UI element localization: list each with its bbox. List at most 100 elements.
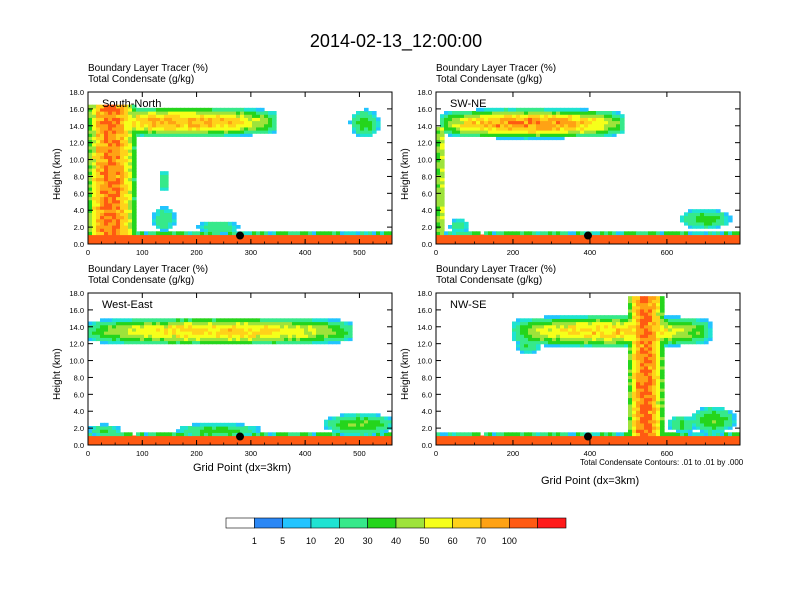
field-cell [272,237,277,242]
field-cell [468,231,473,236]
field-cell [452,228,457,232]
field-cell [92,193,97,198]
field-cell [232,117,237,122]
field-cell [188,340,193,345]
field-cell [508,107,513,112]
field-cell [284,331,289,335]
field-cell [220,337,225,342]
field-cell [340,327,345,332]
field-cell [96,228,101,232]
field-cell [624,343,629,348]
field-cell [660,391,665,395]
field-cell [616,120,621,125]
field-cell [92,161,97,166]
field-cell [580,435,585,440]
field-cell [588,327,593,332]
field-cell [372,126,377,131]
field-cell [296,318,301,323]
field-cell [540,234,545,239]
field-cell [204,228,209,232]
field-cell [116,171,121,175]
field-cell [360,133,365,137]
field-cell [460,218,465,223]
field-cell [444,240,449,244]
field-cell [280,340,285,345]
field-cell [272,114,277,118]
field-cell [152,107,157,112]
field-cell [724,435,729,440]
field-cell [464,126,469,131]
field-cell [88,234,93,239]
xtick-label: 200 [507,248,520,257]
field-cell [148,107,153,112]
field-cell [324,435,329,440]
field-cell [132,337,137,342]
field-cell [596,120,601,125]
field-cell [544,126,549,131]
field-cell [220,221,225,226]
field-cell [128,435,133,440]
field-cell [636,394,641,399]
field-cell [332,426,337,430]
field-cell [536,438,541,443]
field-cell [304,318,309,323]
field-cell [92,426,97,430]
field-cell [192,438,197,443]
field-cell [540,318,545,323]
field-cell [112,149,117,153]
field-cell [648,331,653,335]
field-cell [628,422,633,427]
field-cell [644,419,649,424]
field-cell [240,111,245,115]
field-cell [236,111,241,115]
field-cell [124,237,129,242]
field-cell [192,231,197,236]
field-cell [112,206,117,210]
field-cell [644,327,649,332]
field-cell [632,391,637,395]
field-cell [204,111,209,115]
field-cell [652,308,657,313]
field-cell [120,111,125,115]
field-cell [360,422,365,427]
field-cell [108,331,113,335]
field-cell [700,231,705,236]
field-cell [124,221,129,226]
field-cell [164,212,169,217]
field-cell [648,391,653,395]
field-cell [548,130,553,134]
field-cell [596,315,601,319]
field-cell [96,215,101,220]
field-cell [504,441,509,445]
field-cell [96,142,101,147]
field-cell [192,429,197,433]
field-cell [568,334,573,338]
field-cell [716,441,721,445]
field-cell [464,231,469,236]
field-cell [612,117,617,122]
field-cell [340,413,345,418]
field-cell [528,107,533,112]
field-cell [724,426,729,430]
field-cell [512,117,517,122]
field-cell [376,435,381,440]
field-cell [524,114,529,118]
field-cell [236,422,241,427]
field-cell [152,321,157,326]
field-cell [628,388,633,392]
field-cell [644,346,649,351]
field-cell [516,234,521,239]
field-cell [104,318,109,323]
field-cell [116,212,121,217]
field-cell [700,218,705,223]
field-cell [120,117,125,122]
field-cell [100,104,105,109]
field-cell [444,231,449,236]
field-cell [184,231,189,236]
field-cell [676,240,681,244]
field-cell [208,237,213,242]
field-cell [672,422,677,427]
field-cell [120,199,125,204]
field-cell [196,438,201,443]
field-cell [172,237,177,242]
